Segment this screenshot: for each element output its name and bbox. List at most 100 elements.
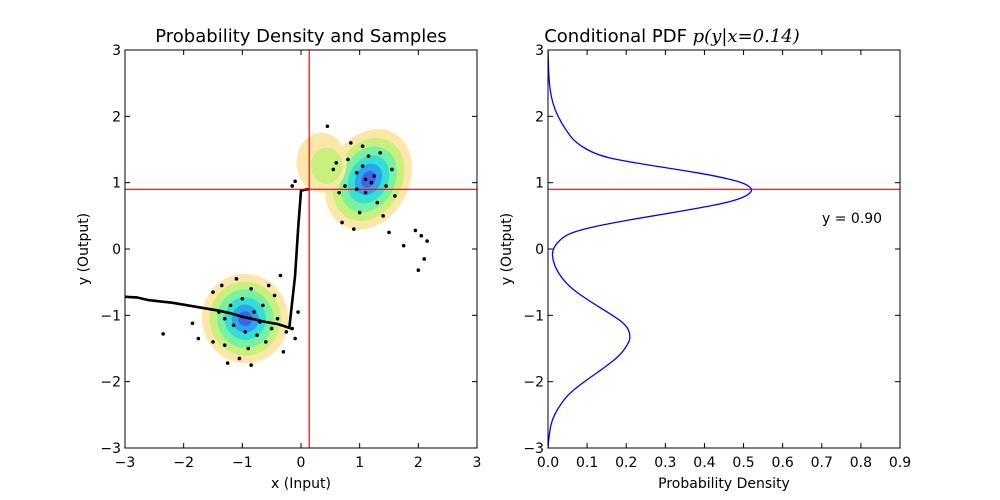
- left-x-tick-label: 3: [473, 455, 482, 471]
- pdf-curve-layer: [548, 50, 753, 448]
- sample-point: [360, 144, 365, 148]
- right-x-tick-label: 0.8: [850, 455, 872, 471]
- sample-point: [375, 200, 380, 205]
- sample-point: [211, 290, 215, 294]
- right-x-tick-label: 0.2: [615, 455, 637, 471]
- sample-point: [372, 174, 377, 178]
- samples-layer: [161, 124, 429, 367]
- sample-point: [422, 257, 427, 261]
- sample-point: [401, 243, 406, 248]
- left-x-tick-label: 0: [297, 455, 306, 471]
- right-x-tick-label: 0.0: [537, 455, 559, 471]
- sample-point: [243, 330, 248, 334]
- y-value-annotation: y = 0.90: [822, 211, 882, 227]
- sample-point: [354, 170, 359, 175]
- right-x-tick-label: 0.5: [732, 455, 754, 471]
- left-chart: Probability Density and Samples −3 −2 −1 0 1…: [76, 26, 481, 492]
- sample-point: [349, 141, 353, 145]
- left-y-tick-label: 3: [112, 43, 121, 59]
- sample-point: [255, 333, 259, 338]
- sample-point: [161, 332, 165, 336]
- sample-point: [325, 124, 330, 129]
- sample-point: [264, 340, 268, 344]
- sample-point: [381, 214, 385, 218]
- sample-point: [278, 273, 283, 278]
- sample-point: [352, 227, 356, 231]
- sample-point: [293, 336, 297, 341]
- sample-point: [225, 361, 230, 365]
- sample-point: [340, 220, 344, 225]
- sample-point: [272, 293, 277, 298]
- sample-point: [387, 230, 391, 235]
- left-x-axis-label: x (Input): [271, 476, 331, 492]
- left-y-tick-label: −2: [100, 375, 121, 391]
- sample-point: [390, 167, 394, 172]
- sample-point: [331, 167, 336, 172]
- sample-point: [266, 283, 271, 288]
- sample-point: [275, 316, 280, 321]
- sample-point: [354, 187, 359, 192]
- right-chart: Conditional PDF p(y|x=0.14) 0.0 0.1 0.2 0.3…: [499, 26, 911, 492]
- density-contours: [202, 128, 412, 364]
- crosshair-layer: [125, 50, 477, 448]
- right-y-tick-label: −1: [523, 308, 544, 324]
- right-chart-title-text: Conditional PDF: [544, 26, 687, 47]
- sample-point: [190, 321, 195, 326]
- sample-point: [231, 323, 236, 328]
- sample-point: [246, 346, 250, 351]
- right-x-tick-label: 0.3: [654, 455, 676, 471]
- right-x-tick-label: 0.9: [889, 455, 911, 471]
- right-chart-title: Conditional PDF p(y|x=0.14): [544, 26, 800, 47]
- sample-point: [240, 296, 245, 301]
- sample-point: [211, 340, 215, 344]
- right-y-axis-label: y (Output): [499, 213, 515, 285]
- sample-point: [220, 283, 224, 288]
- sample-point: [252, 310, 256, 314]
- sample-point: [413, 228, 418, 233]
- sample-point: [228, 303, 233, 308]
- sample-point: [249, 363, 253, 367]
- sample-point: [296, 310, 300, 314]
- right-y-tick-label: 3: [535, 43, 544, 59]
- sample-point: [196, 336, 201, 341]
- sample-point: [222, 316, 227, 321]
- right-plot-area: [548, 50, 900, 448]
- sample-point: [222, 343, 227, 347]
- sample-point: [237, 356, 242, 361]
- right-x-tick-label: 0.1: [576, 455, 598, 471]
- sample-point: [425, 239, 429, 243]
- sample-point: [363, 177, 368, 182]
- sample-point: [378, 151, 383, 155]
- sample-point: [293, 179, 297, 184]
- sample-point: [357, 210, 362, 215]
- left-ticks: −3 −2 −1 0 1 2 3 −3 −2 −1 0 1 2 3: [100, 43, 481, 471]
- sample-point: [334, 160, 339, 165]
- left-y-tick-label: 2: [112, 109, 121, 125]
- sample-point: [249, 287, 253, 291]
- sample-point: [366, 154, 371, 158]
- sample-point: [363, 190, 368, 195]
- sample-point: [346, 157, 350, 162]
- left-chart-title: Probability Density and Samples: [155, 26, 446, 47]
- mean-curve: [125, 188, 310, 330]
- sample-point: [384, 184, 388, 188]
- left-y-tick-label: 0: [112, 242, 121, 258]
- conditional-pdf-curve: [548, 50, 753, 448]
- left-y-tick-label: −3: [100, 441, 121, 457]
- right-x-tick-label: 0.6: [772, 455, 794, 471]
- sample-point: [337, 190, 341, 195]
- left-plot-area: [125, 50, 477, 448]
- sample-point: [416, 268, 421, 273]
- sample-point: [234, 277, 239, 281]
- right-y-tick-label: −2: [523, 375, 544, 391]
- contour-lobe-inner: [310, 147, 343, 184]
- mean-curve-layer: [125, 188, 310, 330]
- left-x-tick-label: 1: [355, 455, 364, 471]
- left-axes-frame: [124, 49, 478, 449]
- left-y-tick-label: −1: [100, 308, 121, 324]
- sample-point: [261, 303, 265, 308]
- right-x-axis-label: Probability Density: [658, 476, 790, 492]
- sample-point: [419, 233, 424, 238]
- sample-point: [360, 164, 365, 168]
